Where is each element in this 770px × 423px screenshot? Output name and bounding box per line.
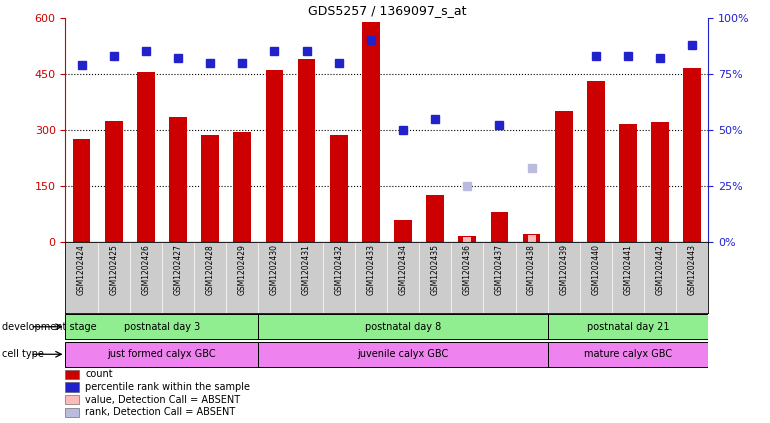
Text: percentile rank within the sample: percentile rank within the sample <box>85 382 250 392</box>
Text: cell type: cell type <box>2 349 44 359</box>
Text: rank, Detection Call = ABSENT: rank, Detection Call = ABSENT <box>85 407 236 418</box>
Bar <box>651 122 669 242</box>
Bar <box>105 121 122 242</box>
Bar <box>72 139 90 242</box>
Text: juvenile calyx GBC: juvenile calyx GBC <box>357 349 449 359</box>
Text: GSM1202424: GSM1202424 <box>77 244 86 295</box>
Bar <box>464 237 471 242</box>
Text: GSM1202427: GSM1202427 <box>173 244 182 295</box>
Text: GSM1202441: GSM1202441 <box>624 244 632 295</box>
Text: postnatal day 8: postnatal day 8 <box>365 322 441 332</box>
Text: GSM1202436: GSM1202436 <box>463 244 472 295</box>
Bar <box>555 111 573 242</box>
Text: GSM1202440: GSM1202440 <box>591 244 601 295</box>
Text: GSM1202426: GSM1202426 <box>142 244 150 295</box>
Bar <box>394 220 412 242</box>
Text: GSM1202443: GSM1202443 <box>688 244 697 295</box>
Bar <box>65 314 258 339</box>
Text: GSM1202438: GSM1202438 <box>527 244 536 295</box>
Bar <box>547 314 708 339</box>
Bar <box>137 72 155 242</box>
Bar <box>523 234 541 242</box>
Text: GSM1202428: GSM1202428 <box>206 244 215 295</box>
Text: GSM1202439: GSM1202439 <box>559 244 568 295</box>
Bar <box>684 68 701 242</box>
Text: mature calyx GBC: mature calyx GBC <box>584 349 672 359</box>
Bar <box>330 135 347 242</box>
Bar <box>233 132 251 242</box>
Bar <box>490 212 508 242</box>
Text: GSM1202435: GSM1202435 <box>430 244 440 295</box>
Bar <box>458 236 476 242</box>
Text: development stage: development stage <box>2 322 97 332</box>
Bar <box>65 342 258 367</box>
Text: GSM1202433: GSM1202433 <box>367 244 375 295</box>
Text: GSM1202429: GSM1202429 <box>238 244 246 295</box>
Bar <box>259 342 547 367</box>
Bar <box>169 117 187 242</box>
Bar <box>547 342 708 367</box>
Text: count: count <box>85 369 113 379</box>
Text: GSM1202442: GSM1202442 <box>656 244 665 295</box>
Title: GDS5257 / 1369097_s_at: GDS5257 / 1369097_s_at <box>308 4 466 16</box>
Bar <box>201 135 219 242</box>
Text: postnatal day 3: postnatal day 3 <box>124 322 200 332</box>
Bar <box>266 70 283 242</box>
Text: GSM1202431: GSM1202431 <box>302 244 311 295</box>
Text: GSM1202432: GSM1202432 <box>334 244 343 295</box>
Text: postnatal day 21: postnatal day 21 <box>587 322 669 332</box>
Text: GSM1202425: GSM1202425 <box>109 244 118 295</box>
Text: just formed calyx GBC: just formed calyx GBC <box>108 349 216 359</box>
Text: value, Detection Call = ABSENT: value, Detection Call = ABSENT <box>85 395 240 405</box>
Text: GSM1202437: GSM1202437 <box>495 244 504 295</box>
Bar <box>362 22 380 242</box>
Text: GSM1202430: GSM1202430 <box>270 244 279 295</box>
Bar <box>527 235 536 242</box>
Bar <box>587 81 604 242</box>
Bar <box>298 59 316 242</box>
Bar <box>259 314 547 339</box>
Text: GSM1202434: GSM1202434 <box>399 244 407 295</box>
Bar <box>427 195 444 242</box>
Bar <box>619 124 637 242</box>
